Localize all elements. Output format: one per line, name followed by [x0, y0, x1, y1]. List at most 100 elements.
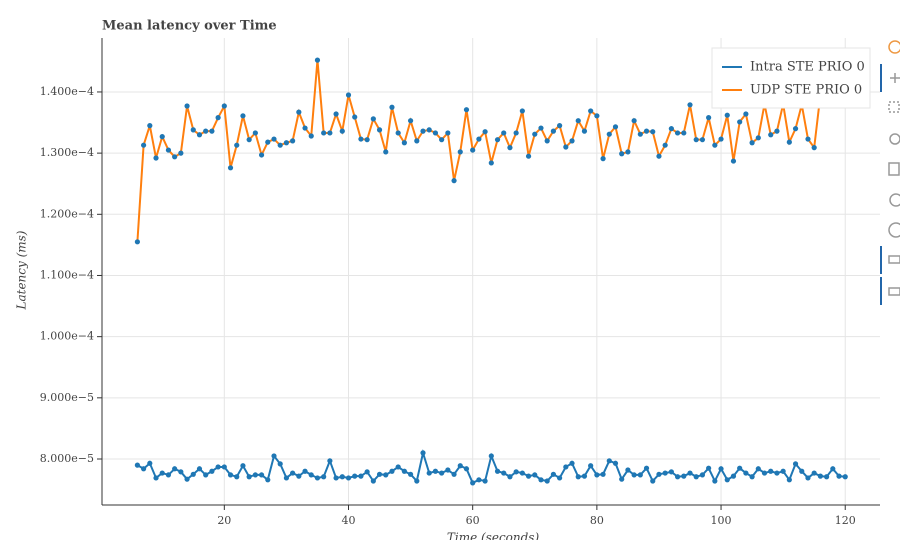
data-point — [544, 478, 550, 484]
data-point — [550, 471, 557, 477]
data-point — [246, 137, 252, 143]
data-point — [407, 471, 414, 477]
data-point — [824, 474, 830, 480]
y-tick-label: 1.200e−4 — [40, 207, 94, 220]
data-point — [457, 149, 463, 155]
data-point — [227, 472, 234, 478]
data-point — [532, 472, 538, 478]
hover-tool[interactable] — [888, 287, 900, 296]
data-point — [134, 462, 140, 468]
data-point — [730, 158, 737, 164]
data-point — [159, 470, 165, 476]
data-point — [637, 131, 643, 137]
data-point — [687, 102, 693, 108]
data-point — [184, 476, 190, 482]
data-point — [600, 471, 606, 477]
data-point — [445, 130, 451, 136]
data-point — [792, 126, 799, 132]
wheel-zoom-tool[interactable] — [889, 133, 900, 145]
data-point — [240, 113, 246, 119]
hover-tool[interactable] — [888, 255, 900, 264]
data-point — [755, 466, 761, 472]
data-point — [265, 477, 271, 483]
data-point — [737, 119, 743, 125]
data-point — [165, 147, 172, 153]
data-point — [141, 466, 147, 472]
data-point — [283, 140, 290, 146]
data-point — [314, 57, 321, 63]
data-point — [414, 138, 420, 144]
data-point — [494, 468, 501, 474]
data-point — [842, 474, 848, 480]
data-point — [693, 474, 699, 480]
data-point — [252, 130, 258, 136]
data-point — [482, 478, 488, 484]
x-tick-label: 60 — [466, 514, 480, 527]
data-point — [706, 115, 712, 121]
data-point — [333, 475, 339, 481]
data-point — [221, 464, 227, 470]
data-point — [619, 151, 625, 157]
legend-box — [711, 47, 871, 109]
data-point — [811, 470, 817, 476]
data-point — [507, 145, 513, 151]
data-point — [488, 453, 494, 459]
data-point — [817, 473, 823, 479]
toolbar-active — [880, 277, 882, 305]
data-point — [196, 132, 203, 138]
data-point — [761, 470, 768, 476]
help-tool[interactable] — [888, 222, 900, 238]
axes: 8.000e−5 9.000e−5 1.000e−4 1.100e−4 1.200e−4… — [40, 38, 880, 527]
data-point — [165, 472, 172, 478]
data-point — [352, 473, 358, 479]
data-point — [426, 470, 432, 476]
save-tool[interactable] — [888, 162, 900, 176]
data-point — [563, 144, 569, 150]
data-point — [209, 468, 215, 474]
data-point — [178, 469, 184, 475]
data-point — [364, 469, 370, 475]
data-point — [724, 477, 730, 483]
data-point — [575, 118, 581, 124]
data-point — [395, 130, 401, 136]
data-point — [712, 142, 718, 148]
data-point — [302, 468, 308, 474]
data-point — [563, 464, 569, 470]
data-point — [594, 113, 600, 119]
data-point — [470, 147, 476, 153]
data-point — [178, 150, 184, 156]
x-tick-label: 20 — [217, 514, 231, 527]
reset-tool[interactable] — [889, 193, 900, 207]
data-point — [643, 128, 650, 134]
data-point — [215, 464, 221, 470]
x-axis-label: Time (seconds) — [447, 531, 540, 540]
data-point — [147, 460, 153, 466]
toolbar-active — [880, 246, 882, 274]
data-point — [606, 131, 612, 137]
data-point — [277, 142, 283, 148]
data-point — [420, 128, 426, 134]
legend-label: UDP STE PRIO 0 — [750, 83, 862, 98]
data-point — [612, 124, 619, 130]
data-point — [271, 136, 277, 142]
data-point — [557, 475, 563, 481]
data-point — [699, 472, 706, 478]
data-point — [662, 470, 668, 476]
data-point — [488, 160, 494, 166]
box-zoom-tool[interactable] — [888, 101, 900, 113]
data-point — [352, 114, 358, 120]
data-point — [209, 128, 215, 134]
data-point — [215, 115, 221, 121]
data-point — [401, 468, 407, 474]
data-point — [227, 165, 234, 171]
pan-tool[interactable] — [890, 73, 900, 83]
data-point — [451, 471, 457, 477]
data-point — [606, 458, 612, 464]
data-point — [600, 156, 606, 162]
data-point — [345, 475, 352, 481]
data-point — [432, 468, 439, 474]
data-point — [681, 130, 687, 136]
y-tick-label: 1.100e−4 — [40, 268, 94, 281]
data-point — [302, 125, 308, 131]
